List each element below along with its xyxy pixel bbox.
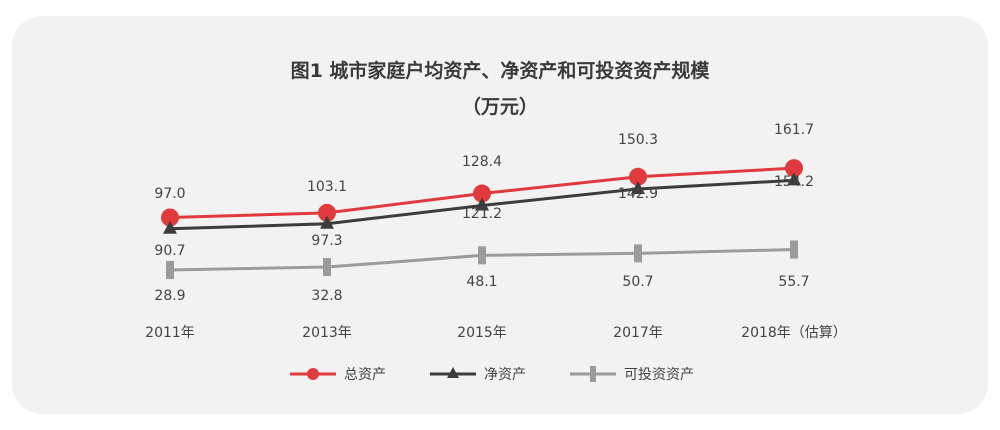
data-point [629, 167, 647, 186]
series-2 [166, 240, 798, 279]
data-label: 121.2 [462, 206, 502, 222]
x-tick-label: 2018年（估算） [741, 325, 847, 341]
data-label: 142.9 [618, 186, 658, 202]
data-label: 103.1 [307, 179, 347, 195]
legend-label: 可投资资产 [624, 367, 694, 383]
x-tick-label: 2013年 [302, 325, 352, 341]
data-point [161, 208, 179, 227]
data-label: 28.9 [154, 288, 185, 304]
data-point [323, 258, 331, 277]
data-label: 154.2 [774, 174, 814, 190]
data-label: 150.3 [618, 132, 658, 148]
data-point [787, 172, 801, 186]
chart-subtitle: （万元） [461, 96, 538, 118]
data-label: 90.7 [154, 243, 185, 259]
data-label: 128.4 [462, 154, 502, 170]
chart-title: 图1 城市家庭户均资产、净资产和可投资资产规模 [290, 60, 710, 82]
data-point [163, 220, 177, 234]
data-point [785, 159, 803, 178]
data-point [478, 246, 486, 265]
legend-item: 总资产 [290, 367, 386, 383]
x-tick-label: 2011年 [145, 325, 195, 341]
data-point [320, 215, 334, 229]
legend-label: 净资产 [484, 367, 526, 383]
series-0 [161, 159, 803, 227]
legend-item: 可投资资产 [570, 366, 694, 383]
data-label: 55.7 [778, 274, 809, 290]
x-tick-label: 2017年 [613, 325, 663, 341]
legend-label: 总资产 [344, 367, 386, 383]
data-point [634, 244, 642, 263]
data-label: 50.7 [622, 274, 653, 290]
data-point [631, 180, 645, 194]
series-1 [163, 172, 801, 234]
data-label: 97.3 [311, 233, 342, 249]
data-point [473, 184, 491, 203]
data-point [318, 203, 336, 222]
data-label: 97.0 [154, 186, 185, 202]
data-label: 48.1 [466, 274, 497, 290]
x-tick-label: 2015年 [457, 325, 507, 341]
data-label: 161.7 [774, 122, 814, 138]
data-label: 32.8 [311, 288, 342, 304]
data-point [790, 240, 798, 259]
legend-item: 净资产 [430, 367, 526, 383]
data-point [475, 197, 489, 211]
data-point [166, 261, 174, 279]
